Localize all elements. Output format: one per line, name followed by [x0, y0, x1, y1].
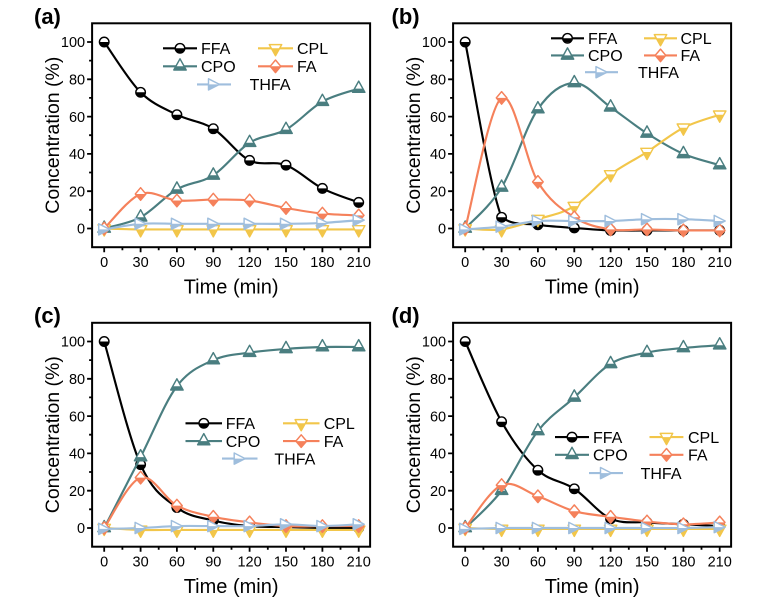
svg-text:210: 210 [708, 255, 732, 271]
svg-text:100: 100 [61, 35, 85, 51]
svg-text:60: 60 [430, 409, 446, 425]
svg-text:Concentration (%): Concentration (%) [403, 57, 425, 214]
svg-text:210: 210 [347, 555, 371, 571]
svg-text:80: 80 [430, 372, 446, 388]
svg-text:80: 80 [69, 372, 85, 388]
svg-text:180: 180 [310, 255, 334, 271]
svg-text:CPO: CPO [201, 59, 236, 76]
svg-text:30: 30 [133, 555, 149, 571]
svg-text:80: 80 [69, 73, 85, 89]
svg-text:CPL: CPL [297, 41, 328, 58]
svg-text:90: 90 [566, 555, 582, 571]
svg-text:30: 30 [494, 555, 510, 571]
svg-text:CPL: CPL [681, 31, 712, 48]
svg-text:FFA: FFA [593, 430, 623, 447]
svg-text:Concentration (%): Concentration (%) [403, 356, 425, 513]
svg-text:FFA: FFA [201, 41, 231, 58]
svg-text:180: 180 [671, 255, 695, 271]
svg-text:40: 40 [69, 147, 85, 163]
svg-text:CPO: CPO [226, 434, 261, 451]
svg-text:100: 100 [422, 335, 446, 351]
svg-text:90: 90 [566, 255, 582, 271]
svg-text:THFA: THFA [641, 466, 682, 483]
svg-text:20: 20 [69, 184, 85, 200]
svg-text:60: 60 [69, 110, 85, 126]
svg-text:30: 30 [133, 255, 149, 271]
svg-text:FA: FA [681, 48, 701, 65]
svg-text:Concentration (%): Concentration (%) [42, 356, 64, 513]
svg-text:120: 120 [237, 255, 261, 271]
svg-text:100: 100 [422, 35, 446, 51]
svg-text:120: 120 [237, 555, 261, 571]
svg-text:60: 60 [530, 555, 546, 571]
svg-text:0: 0 [77, 521, 85, 537]
svg-text:40: 40 [430, 447, 446, 463]
svg-text:150: 150 [274, 255, 298, 271]
svg-text:Concentration (%): Concentration (%) [42, 57, 64, 214]
svg-text:40: 40 [430, 147, 446, 163]
svg-text:THFA: THFA [638, 65, 679, 82]
svg-text:150: 150 [635, 255, 659, 271]
svg-text:FA: FA [688, 448, 708, 465]
svg-text:0: 0 [100, 255, 108, 271]
svg-text:150: 150 [274, 555, 298, 571]
svg-text:CPO: CPO [593, 448, 628, 465]
svg-text:(b): (b) [392, 4, 420, 29]
svg-text:20: 20 [69, 484, 85, 500]
svg-text:THFA: THFA [274, 451, 315, 468]
svg-text:150: 150 [635, 555, 659, 571]
svg-text:CPO: CPO [588, 48, 623, 65]
svg-text:60: 60 [69, 409, 85, 425]
svg-text:THFA: THFA [250, 77, 291, 94]
svg-text:(a): (a) [34, 4, 61, 29]
svg-text:60: 60 [430, 110, 446, 126]
svg-text:Time (min): Time (min) [184, 576, 279, 598]
svg-text:180: 180 [310, 555, 334, 571]
svg-text:Time (min): Time (min) [184, 277, 279, 299]
svg-text:0: 0 [77, 222, 85, 238]
svg-text:FFA: FFA [226, 416, 256, 433]
svg-text:0: 0 [461, 555, 469, 571]
svg-text:90: 90 [205, 555, 221, 571]
svg-text:0: 0 [100, 555, 108, 571]
svg-text:80: 80 [430, 73, 446, 89]
svg-text:60: 60 [169, 555, 185, 571]
svg-text:FA: FA [324, 434, 344, 451]
svg-text:120: 120 [598, 255, 622, 271]
svg-text:40: 40 [69, 447, 85, 463]
svg-text:Time (min): Time (min) [545, 277, 640, 299]
svg-text:210: 210 [347, 255, 371, 271]
svg-text:Time (min): Time (min) [545, 576, 640, 598]
svg-text:0: 0 [461, 255, 469, 271]
svg-text:0: 0 [438, 521, 446, 537]
svg-text:CPL: CPL [688, 430, 719, 447]
svg-text:(c): (c) [34, 303, 61, 328]
svg-text:20: 20 [430, 484, 446, 500]
svg-text:(d): (d) [392, 303, 420, 328]
svg-text:180: 180 [671, 555, 695, 571]
svg-text:CPL: CPL [324, 416, 355, 433]
svg-text:0: 0 [438, 222, 446, 238]
svg-text:60: 60 [169, 255, 185, 271]
svg-text:30: 30 [494, 255, 510, 271]
svg-text:90: 90 [205, 255, 221, 271]
svg-text:120: 120 [598, 555, 622, 571]
svg-text:60: 60 [530, 255, 546, 271]
svg-text:20: 20 [430, 184, 446, 200]
svg-text:FFA: FFA [588, 31, 618, 48]
svg-text:210: 210 [708, 555, 732, 571]
svg-text:FA: FA [297, 59, 317, 76]
svg-text:100: 100 [61, 335, 85, 351]
